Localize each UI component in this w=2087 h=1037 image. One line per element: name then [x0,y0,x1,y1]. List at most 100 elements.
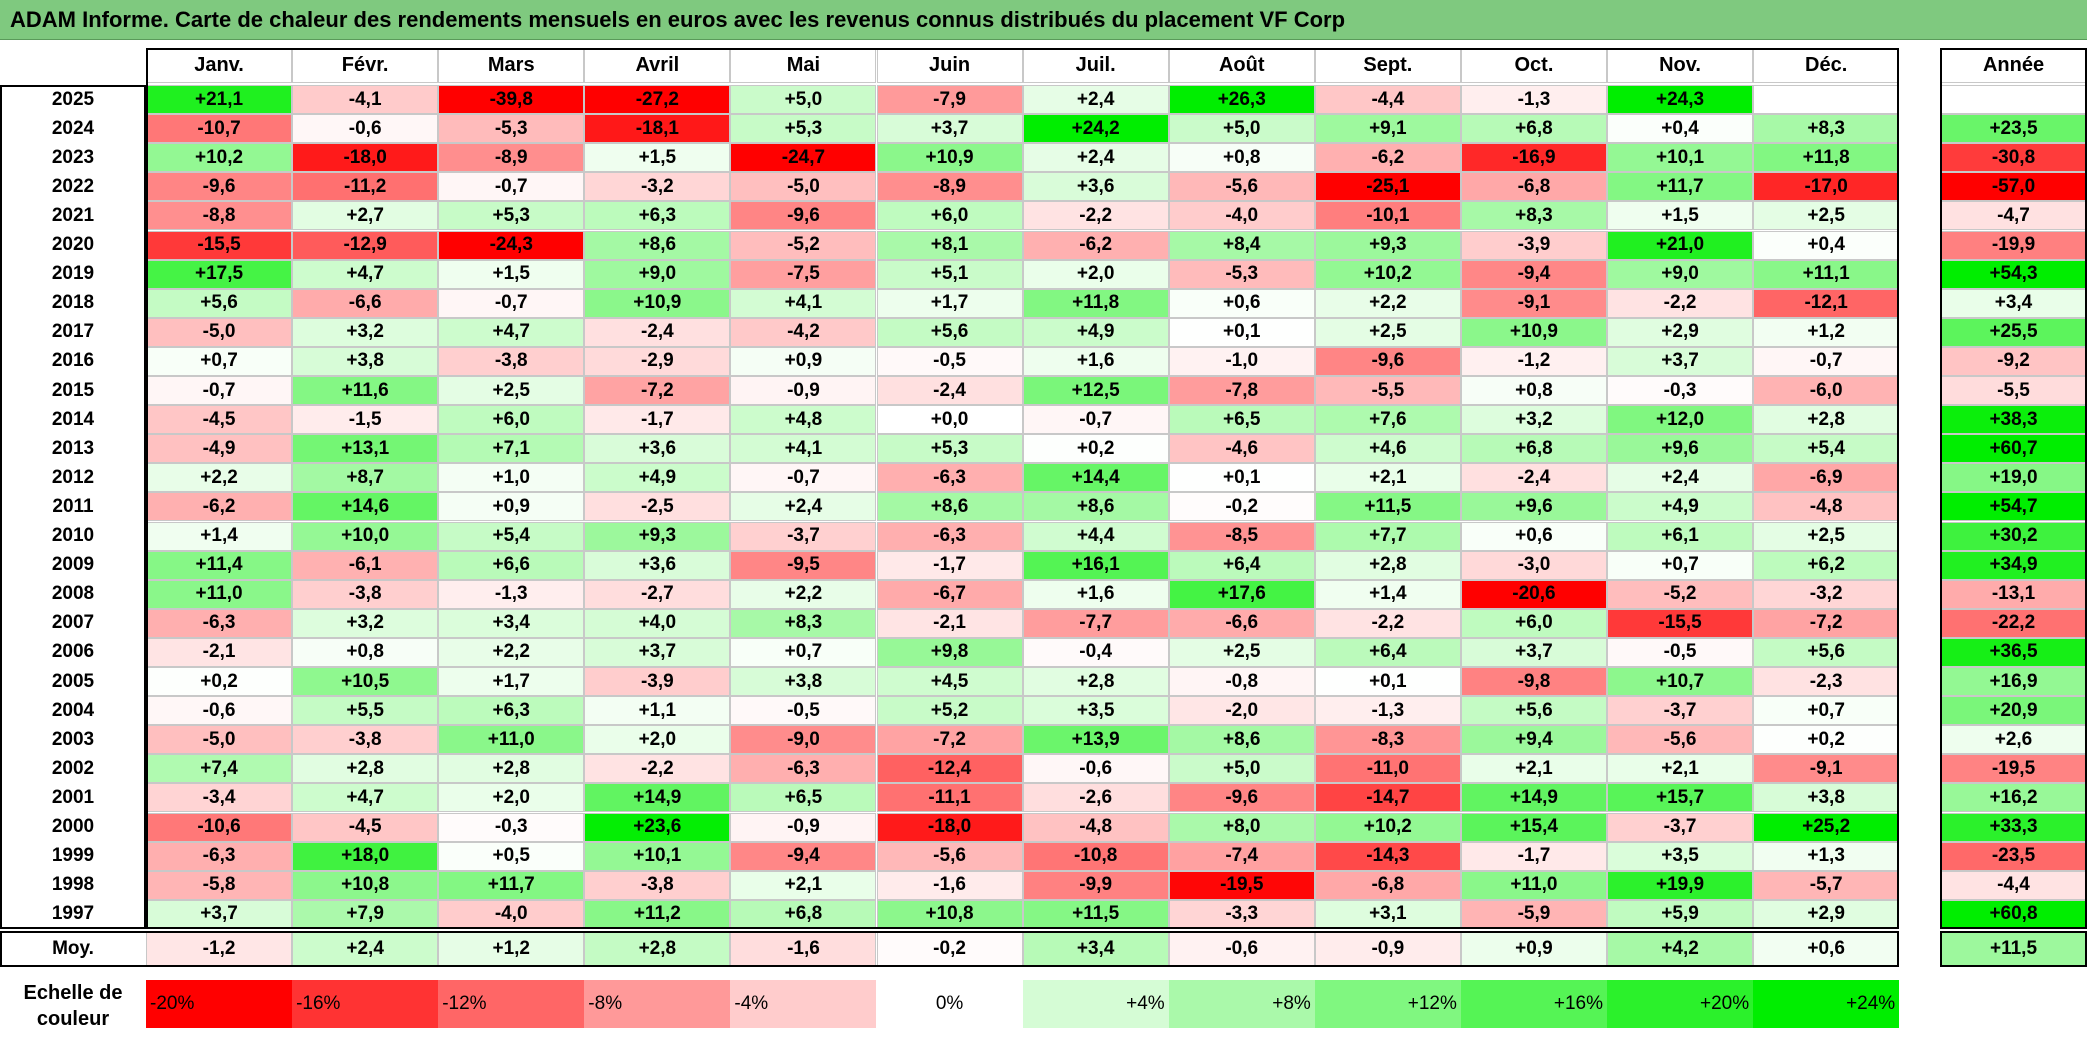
heatmap-cell: +6,4 [1314,637,1461,667]
row-year-label: 2004 [51,699,95,721]
heatmap-cell: -10,7 [146,114,293,144]
row-year-label: 2021 [51,204,95,226]
color-scale-label-line2: couleur [36,1008,110,1030]
heatmap-cell: +11,8 [1022,288,1169,318]
heatmap-cell: -2,2 [1022,201,1169,231]
annual-cell: -5,5 [1940,376,2087,406]
heatmap-cell: +4,5 [876,667,1023,697]
heatmap-cell: -6,3 [730,754,877,784]
row-year-label: 2023 [51,146,95,168]
color-scale-swatch: -20% [146,980,293,1028]
heatmap-cell: +10,1 [584,841,731,871]
heatmap-cell: -9,4 [1460,259,1607,289]
heatmap-cell: +8,4 [1168,230,1315,260]
heatmap-cell: -6,3 [876,521,1023,551]
color-scale-swatch: +24% [1753,980,1900,1028]
heatmap-cell: -4,5 [292,812,439,842]
heatmap-cell: -17,0 [1753,172,1900,202]
heatmap-cell: -3,8 [292,725,439,755]
heatmap-cell: +0,1 [1314,667,1461,697]
heatmap-cell: +5,0 [730,85,877,115]
heatmap-cell: +2,5 [1314,317,1461,347]
heatmap-cell: +10,2 [1314,812,1461,842]
heatmap-cell: +14,6 [292,492,439,522]
heatmap-cell: +7,7 [1314,521,1461,551]
heatmap-cell: +7,4 [146,754,293,784]
heatmap-cell: -1,0 [1168,346,1315,376]
heatmap-cell: -2,3 [1753,667,1900,697]
heatmap-cell: +2,8 [438,754,585,784]
heatmap-cell: -14,3 [1314,841,1461,871]
heatmap-cell: +3,2 [292,317,439,347]
heatmap-cell: -9,5 [730,550,877,580]
heatmap-cell: +8,6 [876,492,1023,522]
heatmap-cell: +1,7 [438,667,585,697]
average-cell: +0,9 [1460,930,1607,967]
annual-cell: +34,9 [1940,550,2087,580]
heatmap-cell: -6,2 [146,492,293,522]
annual-cell: +23,5 [1940,114,2087,144]
heatmap-cell: +11,0 [146,579,293,609]
heatmap-cell: +4,9 [584,463,731,493]
heatmap-cell: +6,8 [1460,114,1607,144]
heatmap-cell: +10,9 [584,288,731,318]
heatmap-cell: -7,5 [730,259,877,289]
heatmap-cell: -8,5 [1168,521,1315,551]
heatmap-cell: +1,5 [438,259,585,289]
heatmap-cell: -12,1 [1753,288,1900,318]
heatmap-cell: -5,6 [1607,725,1754,755]
heatmap-cell: -3,8 [438,346,585,376]
row-year-label: 2012 [51,466,95,488]
heatmap-cell: +1,4 [146,521,293,551]
heatmap-cell: -2,1 [146,637,293,667]
heatmap-cell: +3,6 [584,434,731,464]
heatmap-cell: -3,7 [730,521,877,551]
column-header: Mars [438,48,585,83]
heatmap-cell: +4,0 [584,608,731,638]
heatmap-cell: -5,0 [146,317,293,347]
heatmap-cell: +2,1 [1314,463,1461,493]
heatmap-cell: +2,2 [438,637,585,667]
heatmap-cell: +3,8 [292,346,439,376]
heatmap-cell: +16,1 [1022,550,1169,580]
color-scale-swatch: -8% [584,980,731,1028]
heatmap-cell: -0,7 [438,172,585,202]
heatmap-cell: +2,5 [1168,637,1315,667]
heatmap-cell: +0,1 [1168,317,1315,347]
heatmap-cell: +3,6 [1022,172,1169,202]
heatmap-cell: +1,5 [1607,201,1754,231]
heatmap-cell: +2,9 [1607,317,1754,347]
heatmap-cell: -3,7 [1607,812,1754,842]
heatmap-cell: +26,3 [1168,85,1315,115]
heatmap-cell: +18,0 [292,841,439,871]
heatmap-cell: -1,5 [292,405,439,435]
column-header: Juin [876,48,1023,83]
heatmap-cell: -2,9 [584,346,731,376]
heatmap-cell: +3,2 [1460,405,1607,435]
heatmap-cell [1753,85,1900,115]
heatmap-cell: +6,8 [1460,434,1607,464]
heatmap-cell: -4,0 [438,899,585,929]
heatmap-cell: +5,5 [292,696,439,726]
heatmap-cell: +0,6 [1460,521,1607,551]
heatmap-cell: -0,5 [730,696,877,726]
row-year-label: 2016 [51,350,95,372]
heatmap-cell: -18,0 [876,812,1023,842]
heatmap-cell: +10,2 [1314,259,1461,289]
heatmap-cell: +2,0 [584,725,731,755]
average-annual-cell: +11,5 [1940,930,2087,967]
annual-cell: +60,7 [1940,434,2087,464]
column-header: Août [1168,48,1315,83]
heatmap-cell: -0,3 [438,812,585,842]
heatmap-cell: +4,4 [1022,521,1169,551]
heatmap-cell: -0,4 [1022,637,1169,667]
heatmap-cell: +2,8 [292,754,439,784]
heatmap-cell: +4,7 [292,783,439,813]
heatmap-cell: +4,1 [730,288,877,318]
heatmap-cell: +0,7 [1753,696,1900,726]
heatmap-cell: -6,3 [146,608,293,638]
heatmap-cell: +5,6 [1753,637,1900,667]
heatmap-cell: +10,9 [1460,317,1607,347]
heatmap-cell: +5,3 [876,434,1023,464]
heatmap-cell: -2,0 [1168,696,1315,726]
